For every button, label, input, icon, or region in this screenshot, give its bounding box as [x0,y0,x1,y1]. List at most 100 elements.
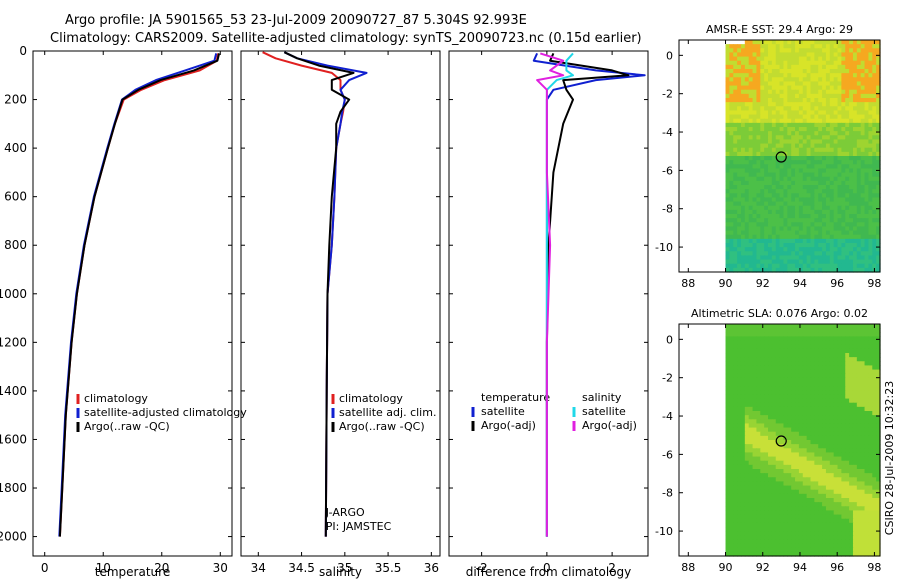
sst-map-cell [822,185,827,190]
sla-map-cell [787,489,792,495]
sst-map-cell [849,218,854,223]
sla-map-cell [779,411,785,416]
sla-map-cell [737,328,742,333]
sst-map-cell [833,110,839,116]
sla-map-cell [752,394,758,400]
sla-map-cell [818,522,823,528]
sla-map-cell [841,485,846,491]
sst-map-cell [740,172,746,178]
sst-map-cell [760,93,765,99]
sst-map-cell [744,106,750,112]
sla-map-cell [806,464,812,470]
header-line2: Climatology: CARS2009. Satellite-adjuste… [50,31,642,46]
sla-map-cell [798,448,804,454]
sst-map-cell [779,243,785,248]
sst-map-cell [822,122,827,128]
sst-map-cell [802,226,808,232]
sla-map-cell [771,440,777,445]
sla-map-cell [822,373,827,379]
sla-map-cell [856,382,862,387]
sst-map-cell [829,114,835,120]
sla-map-cell [798,485,804,491]
sla-map-cell [864,406,870,412]
sst-map-cell [756,263,761,269]
sla-map-cell [849,382,854,387]
sla-map-cell [833,522,839,528]
sst-map-cell [837,93,842,99]
sst-map-cell [787,209,792,215]
sla-map-cell [876,382,881,387]
sla-map-cell [825,390,831,396]
sla-map-cell [733,452,738,458]
sla-map-cell [748,551,754,557]
sst-map-cell [860,93,866,99]
sla-map-cell [795,464,800,470]
sla-map-cell [860,373,866,379]
sst-map-cell [872,98,877,103]
sla-map-cell [841,506,846,512]
sst-map-cell [872,218,877,223]
sla-map-cell [740,448,746,454]
sla-map-cell [771,522,777,528]
sla-map-cell [856,431,862,437]
sla-map-cell [868,481,873,487]
sst-map-cell [818,255,823,261]
sla-map-cell [837,535,842,541]
sst-map-cell [868,40,873,45]
sst-map-cell [798,222,804,228]
sla-map-cell [829,531,835,536]
sla-map-cell [872,348,877,354]
sla-map-cell [837,398,842,404]
sst-map-cell [860,251,866,257]
sst-map-cell [814,164,819,170]
sla-map-cell [829,353,835,358]
sst-map-cell [775,259,781,265]
sla-map-cell [876,506,881,512]
sla-map-cell [779,423,785,429]
sla-map-cell [725,415,730,420]
sla-map-cell [825,353,831,358]
sla-map-cell [775,348,781,354]
sst-map-cell [733,214,738,219]
sst-map-cell [849,73,854,78]
sst-map-cell [760,180,765,186]
sst-map-cell [729,106,734,112]
sst-map-cell [756,226,761,232]
sla-map-cell [825,514,831,520]
sla-map-cell [783,373,788,379]
sst-map-cell [849,251,854,257]
sst-map-cell [760,122,765,128]
sla-map-cell [764,452,769,458]
sla-map-cell [810,353,815,358]
sla-map-cell [760,353,765,358]
sst-map-cell [798,230,804,236]
sst-map-cell [795,143,800,149]
depth-tick-label: 1600 [0,432,27,446]
sla-map-cell [779,373,785,379]
sla-map-cell [729,419,734,425]
sst-map-cell [876,102,881,107]
sla-map-cell [771,543,777,549]
sla-map-cell [868,498,873,503]
sst-map-cell [864,238,870,244]
sst-map-cell [748,89,754,95]
sst-map-cell [775,131,781,136]
sst-map-cell [860,168,866,174]
sst-map-cell [748,251,754,257]
sla-map-cell [806,440,812,445]
sla-map-cell [760,427,765,433]
sla-map-cell [725,531,730,536]
sla-map-cell [737,477,742,483]
sst-map-cell [837,143,842,149]
sla-map-cell [779,382,785,387]
sst-map-cell [802,243,808,248]
sst-map-cell [787,48,792,54]
sst-map-cell [837,64,842,70]
sla-map-cell [856,411,862,416]
sst-map-cell [775,106,781,112]
sla-map-cell [833,394,839,400]
sla-map-cell [775,423,781,429]
sst-map-cell [818,98,823,103]
sla-map-cell [756,498,761,503]
sla-map-cell [868,390,873,396]
